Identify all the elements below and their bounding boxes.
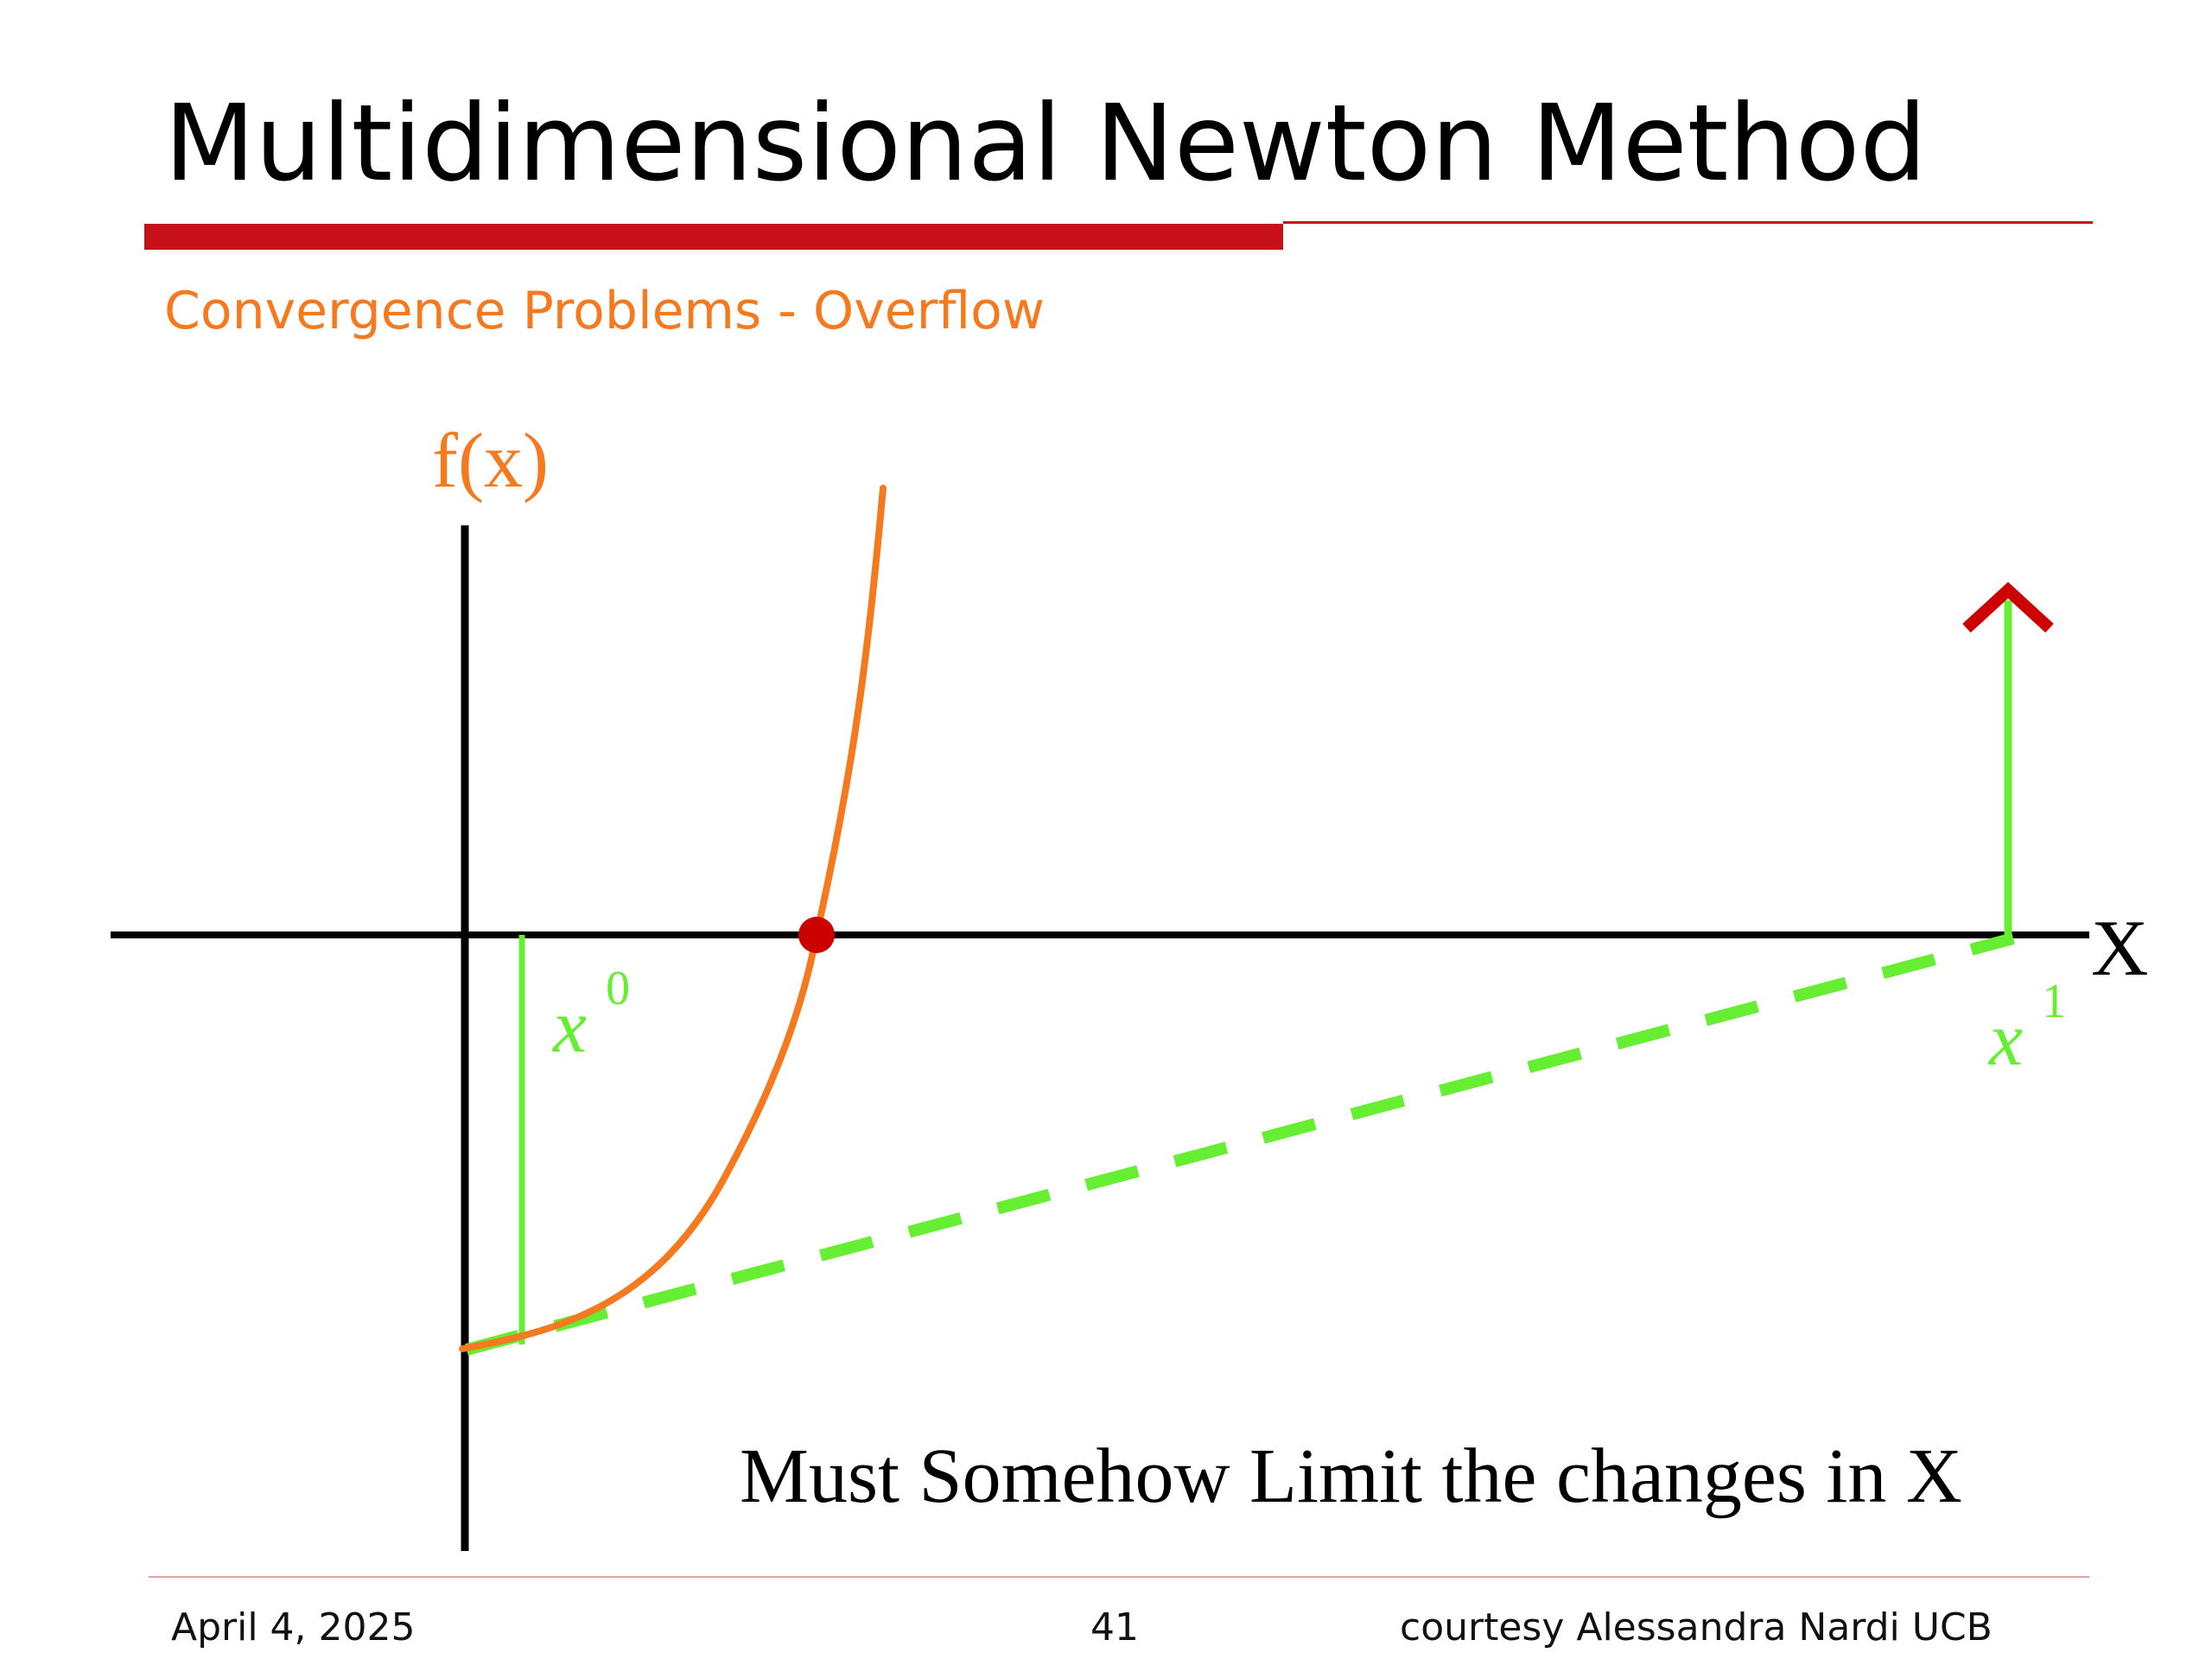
function-curve: [459, 485, 887, 1352]
slide-title: Multidimensional Newton Method: [164, 82, 1927, 205]
slide-subtitle: Convergence Problems - Overflow: [164, 281, 1045, 341]
footer-credit: courtesy Alessandra Nardi UCB: [1400, 1605, 1993, 1649]
x1-label-base: x: [1987, 998, 2023, 1082]
x0-label: x 0: [551, 962, 630, 1069]
x-axis-label: X: [2091, 904, 2148, 992]
footer-date: April 4, 2025: [171, 1605, 416, 1649]
title-underline-thin: [1283, 221, 2093, 224]
diagram-caption: Must Somehow Limit the changes in X: [740, 1433, 1962, 1519]
x0-label-base: x: [551, 985, 587, 1069]
x0-label-sup: 0: [606, 962, 630, 1015]
title-underline-thick: [144, 224, 1283, 250]
x1-label: x 1: [1987, 975, 2066, 1082]
y-axis-label: f(x): [432, 418, 549, 504]
tangent-line: [465, 932, 2015, 1356]
footer-divider: [149, 1576, 2089, 1578]
root-marker: [798, 917, 835, 953]
x1-label-sup: 1: [2042, 975, 2066, 1028]
overflow-arrow-head: [1962, 582, 2054, 633]
page-number: 41: [1090, 1605, 1139, 1649]
